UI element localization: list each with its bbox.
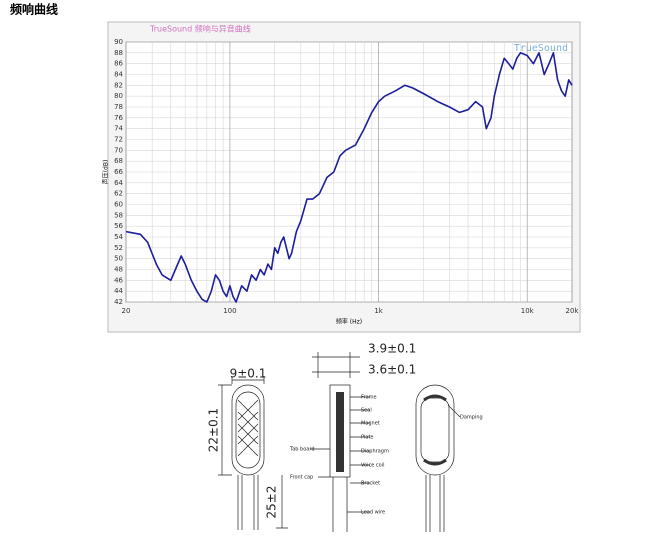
- side-core: [336, 392, 344, 472]
- heading: 频响曲线: [10, 2, 58, 17]
- y-tick-label: 44: [114, 287, 123, 295]
- part-label: Plate: [361, 435, 374, 441]
- y-tick-label: 74: [114, 125, 123, 133]
- y-tick-label: 50: [114, 255, 123, 263]
- part-label: Bracket: [361, 481, 380, 487]
- y-tick-label: 52: [114, 244, 123, 252]
- y-tick-label: 66: [114, 168, 123, 176]
- dim-label: 3.6±0.1: [368, 363, 416, 377]
- y-tick-label: 76: [114, 114, 123, 122]
- front-inner: [235, 391, 261, 469]
- part-label: Frame: [361, 395, 377, 401]
- y-tick-label: 42: [114, 298, 123, 306]
- drawing: 9±0.1 22±0.1 25±2 3.9±0.1 3.6±0.1 Frame …: [207, 342, 483, 532]
- y-tick-label: 82: [114, 81, 123, 89]
- y-tick-label: 70: [114, 146, 123, 154]
- side-outline: [329, 384, 351, 478]
- x-axis-label: 频率 (Hz): [336, 318, 362, 326]
- y-tick-label: 88: [114, 49, 123, 57]
- y-tick-label: 80: [114, 92, 123, 100]
- y-tick-label: 64: [114, 179, 123, 187]
- x-tick-label: 100: [223, 307, 236, 315]
- x-tick-label: 10k: [521, 307, 535, 315]
- dim-label: 22±0.1: [207, 408, 221, 452]
- part-label: Magnet: [361, 421, 380, 427]
- hatch: [237, 399, 259, 457]
- y-tick-label: 48: [114, 266, 123, 274]
- part-label: Diaphragm: [361, 449, 389, 455]
- leads: [237, 475, 259, 530]
- back-coil: [423, 394, 447, 466]
- side-dims: [312, 352, 360, 532]
- y-tick-label: 62: [114, 190, 123, 198]
- chart-title: TrueSound 频响与异音曲线: [149, 24, 251, 34]
- front-outline: [231, 384, 265, 476]
- x-tick-label: 20k: [566, 307, 580, 315]
- leaders: [310, 396, 370, 513]
- y-tick-label: 78: [114, 103, 123, 111]
- y-tick-label: 46: [114, 276, 123, 284]
- part-label: Lead wire: [361, 510, 385, 516]
- y-tick-label: 60: [114, 201, 123, 209]
- back-inner: [420, 397, 450, 463]
- x-tick-label: 1k: [374, 307, 383, 315]
- dim-label: 3.9±0.1: [368, 342, 416, 356]
- part-label: Damping: [460, 415, 483, 421]
- y-tick-label: 86: [114, 60, 123, 68]
- part-label: Front cap: [290, 475, 313, 481]
- part-label: Seal: [361, 408, 372, 414]
- y-tick-label: 90: [114, 38, 123, 46]
- dim-lines: [218, 376, 288, 529]
- y-axis-label: 声压(dB): [102, 160, 110, 185]
- part-label: Tab board: [289, 447, 315, 453]
- y-tick-label: 72: [114, 136, 123, 144]
- y-tick-label: 58: [114, 211, 123, 219]
- part-label: Voice coil: [361, 463, 384, 469]
- y-tick-label: 56: [114, 222, 123, 230]
- watermark: TrueSound: [514, 43, 568, 54]
- back-leads: [425, 404, 461, 532]
- series-line: [125, 52, 573, 303]
- back-outline: [415, 384, 455, 476]
- y-tick-label: 54: [114, 233, 123, 241]
- dim-label: 9±0.1: [230, 367, 267, 381]
- y-tick-label: 68: [114, 157, 123, 165]
- dim-label: 25±2: [265, 486, 279, 519]
- x-tick-label: 20: [122, 307, 131, 315]
- y-tick-label: 84: [114, 71, 123, 79]
